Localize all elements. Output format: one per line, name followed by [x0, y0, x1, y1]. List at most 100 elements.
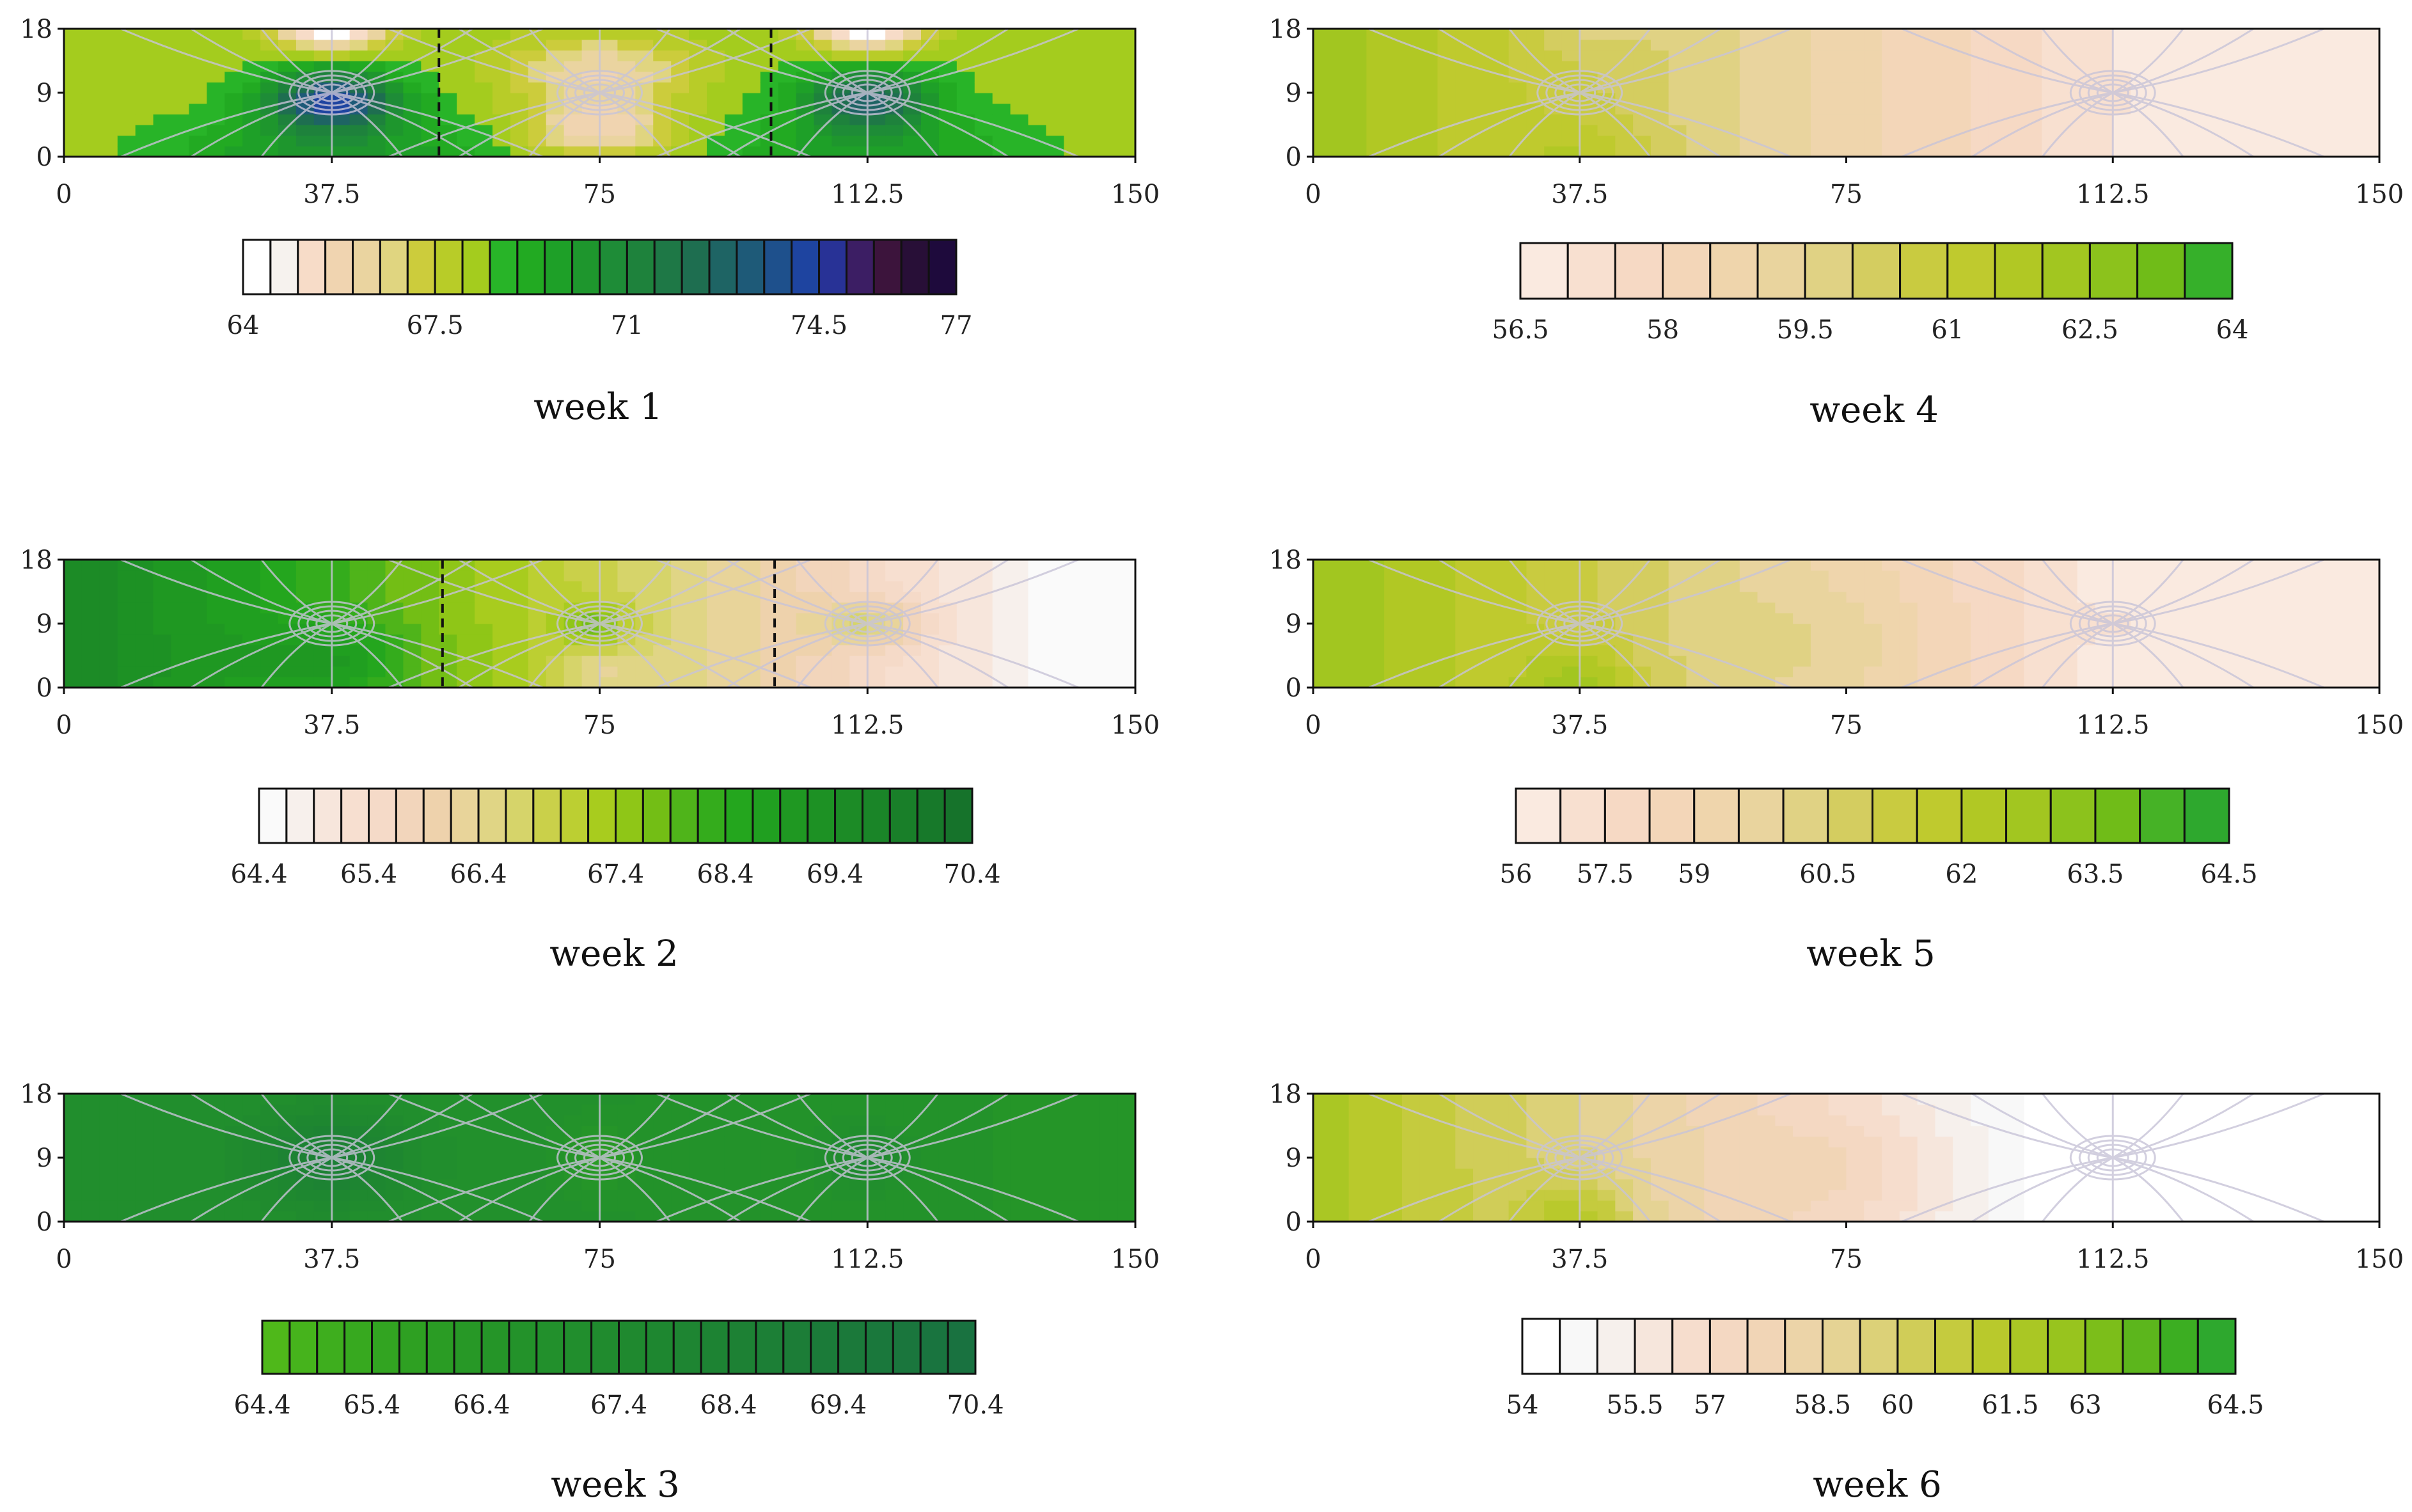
field-cell	[599, 677, 619, 688]
field-cell	[1028, 656, 1047, 667]
colorbar-swatch	[2094, 787, 2141, 844]
field-cell	[1810, 1190, 1829, 1201]
field-cell	[2202, 666, 2220, 677]
field-cell	[2326, 1147, 2345, 1158]
field-cell	[64, 125, 83, 136]
field-cell	[1864, 1115, 1882, 1126]
field-cell	[1313, 581, 1332, 592]
field-cell	[2344, 592, 2362, 603]
field-cell	[457, 1115, 475, 1126]
field-cell	[707, 82, 725, 93]
field-cell	[707, 1104, 725, 1115]
field-cell	[64, 656, 83, 667]
field-cell	[1793, 602, 1811, 613]
field-cell	[2095, 114, 2113, 125]
field-cell	[2202, 135, 2220, 146]
field-cell	[974, 656, 993, 667]
field-cell	[1473, 135, 1492, 146]
contour-lines	[120, 1092, 1079, 1223]
field-cell	[278, 1200, 297, 1211]
field-cell	[2006, 602, 2024, 613]
field-cell	[171, 1094, 190, 1105]
field-cell	[2095, 677, 2113, 688]
field-cell	[1419, 592, 1439, 603]
field-cell	[1846, 1211, 1864, 1222]
field-cell	[2166, 1094, 2184, 1105]
field-cell	[296, 1211, 315, 1222]
field-cell	[1757, 103, 1776, 114]
field-cell	[1490, 1115, 1509, 1126]
field-cell	[207, 1158, 225, 1169]
field-cell	[1526, 1094, 1545, 1105]
field-cell	[510, 125, 529, 136]
field-cell	[1633, 1200, 1651, 1211]
field-cell	[1935, 634, 1953, 645]
field-cell	[956, 1094, 975, 1105]
field-cell	[974, 61, 993, 72]
field-cell	[760, 103, 779, 114]
colorbar-swatch	[1614, 242, 1664, 300]
colorbar-swatch	[791, 239, 821, 295]
field-cell	[617, 50, 636, 61]
field-cell	[707, 1158, 725, 1169]
field-cell	[2113, 1126, 2131, 1137]
field-cell	[724, 634, 743, 645]
field-cell	[1810, 125, 1829, 136]
field-cell	[689, 624, 707, 635]
field-cell	[1935, 613, 1953, 624]
field-cell	[1330, 71, 1350, 83]
field-cell	[814, 1094, 833, 1105]
colorbar-swatch	[845, 239, 875, 295]
field-cell	[153, 645, 172, 656]
field-cell	[778, 1158, 797, 1169]
field-cell	[153, 1179, 172, 1190]
field-cell	[1455, 1115, 1474, 1126]
field-cell	[956, 29, 975, 40]
field-cell	[457, 666, 475, 677]
field-cell	[260, 1168, 279, 1179]
field-cell	[153, 71, 172, 83]
field-cell	[617, 29, 636, 40]
field-cell	[1650, 613, 1669, 624]
field-cell	[2202, 1147, 2220, 1158]
field-cell	[1633, 1104, 1651, 1115]
colorbar-tick-label: 57	[1694, 1390, 1726, 1420]
field-cell	[1473, 1211, 1492, 1222]
field-cell	[1757, 135, 1776, 146]
colorbar-tick-label: 64	[227, 311, 260, 340]
field-cell	[1722, 135, 1740, 146]
field-cell	[564, 135, 583, 146]
field-cell	[1953, 602, 1971, 613]
field-cell	[171, 1190, 190, 1201]
field-cell	[742, 677, 761, 688]
contour-line	[1971, 1156, 2113, 1223]
field-cell	[153, 1094, 172, 1105]
field-cell	[1722, 1200, 1740, 1211]
field-cell	[2166, 560, 2184, 571]
field-cell	[439, 103, 457, 114]
field-cell	[1970, 82, 1989, 93]
field-cell	[1384, 645, 1403, 656]
field-cell	[1828, 1104, 1847, 1115]
field-cell	[1704, 645, 1722, 656]
field-cell	[1810, 103, 1829, 114]
field-cell	[2131, 677, 2149, 688]
field-cell	[2024, 570, 2042, 581]
field-cell	[1917, 1179, 1936, 1190]
field-cell	[974, 103, 993, 114]
field-cell	[724, 1200, 743, 1211]
field-cell	[689, 50, 707, 61]
field-cell	[225, 29, 243, 40]
colorbar-swatch	[782, 1319, 812, 1375]
colorbar-swatch	[1756, 242, 1806, 300]
field-cell	[153, 602, 172, 613]
contour-line	[867, 622, 1009, 689]
field-cell	[832, 1179, 850, 1190]
contour-line	[656, 1092, 868, 1159]
field-cell	[349, 677, 368, 688]
field-cell	[1064, 1168, 1082, 1179]
field-cell	[2255, 570, 2273, 581]
contour-line	[1901, 1156, 2113, 1223]
field-cell	[1864, 1126, 1882, 1137]
field-cell	[2255, 82, 2273, 93]
